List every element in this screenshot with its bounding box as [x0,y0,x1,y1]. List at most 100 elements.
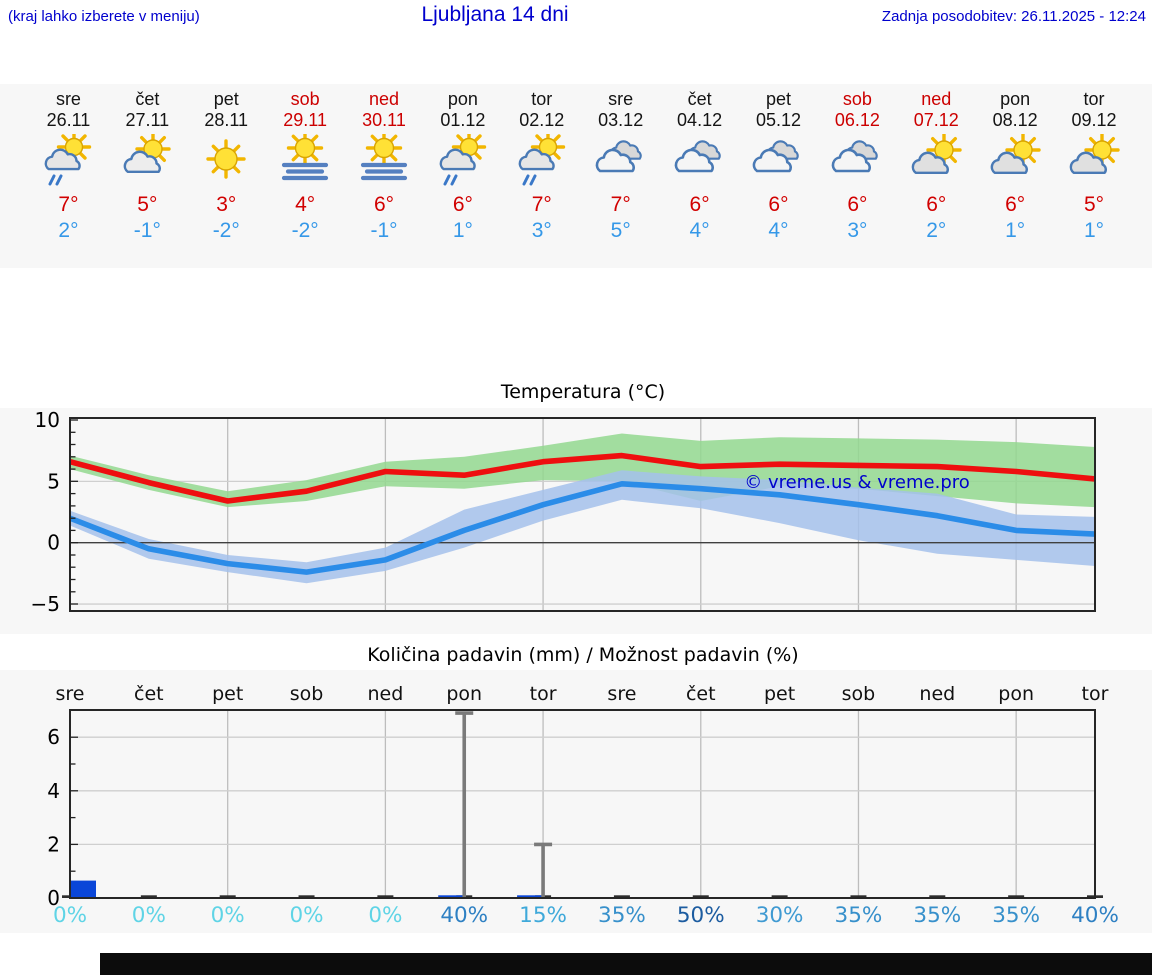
precip-chance-label: 35% [992,903,1040,928]
svg-text:−5: −5 [31,592,60,616]
forecast-strip: sre 26.11 7° 2° čet 27.11 5° -1° pet 28.11 3° -2° so… [0,84,1152,268]
temperature-chart-section: 10 5 0 −5 © vreme.us & vreme.pro [0,408,1152,634]
forecast-day: pon 01.12 6° 1° [423,84,502,268]
high-temp: 6° [373,193,395,216]
forecast-day: pon 08.12 6° 1° [976,84,1055,268]
day-name: pet [765,89,791,109]
low-temp: -1° [370,219,398,242]
precip-chance-label: 0% [53,903,87,928]
low-temp: -2° [291,219,319,242]
precip-chance-label: 0% [211,903,245,928]
day-name: pon [447,89,478,109]
weather-icon-wrap [1055,132,1134,190]
forecast-day: sre 26.11 7° 2° [29,84,108,268]
day-name: sre [55,89,81,109]
sun-rays [286,129,324,167]
svg-text:2: 2 [47,832,60,856]
day-name: pon [1000,89,1031,109]
cloudy-icon [595,140,642,173]
forecast-day: ned 30.11 6° -1° [345,84,424,268]
last-update: Zadnja posodobitev: 26.11.2025 - 12:24 [881,8,1146,25]
weather-icon-wrap [345,129,424,190]
high-temp: 6° [452,193,473,216]
high-temp: 7° [58,193,79,216]
day-date: 09.12 [1071,110,1117,130]
cloudy-icon [753,140,800,173]
temperature-chart: 10 5 0 −5 © vreme.us & vreme.pro [31,408,1096,616]
low-temp: -1° [133,219,161,242]
precip-day-label: čet [686,683,716,705]
bottom-bar [100,953,1152,975]
weather-icon-wrap [29,129,108,190]
low-temp: 2° [926,219,947,242]
precip-chance-label: 0% [368,903,402,928]
cloudy-icon [832,140,879,173]
day-date: 03.12 [598,110,644,130]
cloud-sun-icon [911,132,962,175]
precip-chance-label: 35% [835,903,883,928]
sun-cloud-rain-icon [439,129,487,186]
low-temp: -2° [212,219,240,242]
forecast-day: sre 03.12 7° 5° [581,84,660,268]
page-title: Ljubljana 14 dni [421,3,569,26]
weather-icon-wrap [502,129,581,190]
precip-bar [517,895,544,898]
precip-day-label: čet [134,683,164,705]
day-name: čet [135,89,160,109]
day-date: 28.11 [204,110,249,130]
svg-text:6: 6 [47,725,60,749]
low-temp: 1° [1083,219,1105,242]
high-temp: 7° [531,193,552,216]
day-name: tor [1083,89,1105,109]
svg-text:10: 10 [35,408,60,432]
day-date: 07.12 [913,110,959,130]
min-temp-line [68,481,1096,575]
precip-chance-label: 15% [519,903,567,928]
forecast-day: sob 06.12 6° 3° [818,84,897,268]
day-name: tor [531,89,553,109]
svg-text:4: 4 [47,779,60,803]
day-name: čet [687,89,712,109]
precip-chance-label: 0% [132,903,166,928]
precip-chart-title: Količina padavin (mm) / Možnost padavin … [367,644,799,666]
high-temp: 4° [295,193,316,216]
precip-chance-label: 35% [913,903,961,928]
high-temp: 6° [689,193,710,216]
svg-text:0: 0 [47,886,60,910]
sun-cloud-rain-icon [45,129,92,186]
precipitation-chart-section: sre čet pet sob ned pon tor sre čet pet sob ned pon t… [0,670,1152,933]
day-date: 27.11 [125,110,170,130]
forecast-day: sob 29.11 4° -2° [266,84,345,268]
precip-chance-label: 30% [756,903,804,928]
forecast-day: čet 04.12 6° 4° [660,84,739,268]
precip-day-label: ned [919,683,955,705]
low-temp: 1° [452,219,473,242]
precip-day-label: sre [607,683,636,705]
high-temp: 3° [216,193,237,216]
day-date: 26.11 [46,110,91,130]
low-temp: 3° [847,219,868,242]
high-temp: 6° [768,193,789,216]
low-temp: 2° [58,219,79,242]
day-name: sob [842,89,872,109]
low-temp: 3° [531,219,552,242]
low-temp: 4° [768,219,789,242]
weather-icon-wrap [581,134,660,190]
menu-hint: (kraj lahko izberete v meniju) [8,8,200,25]
precip-chance-label: 0% [289,903,323,928]
weather-icon-wrap [660,134,739,190]
high-temp: 5° [1083,193,1105,216]
high-temp: 7° [610,193,631,216]
day-date: 29.11 [283,110,327,130]
precipitation-chart: sre čet pet sob ned pon tor sre čet pet sob ned pon t… [47,683,1119,928]
cloudy-icon [674,140,721,173]
svg-text:0: 0 [47,531,60,555]
low-temp: 5° [610,219,631,242]
forecast-day: tor 02.12 7° 3° [502,84,581,268]
day-name: pet [213,89,239,109]
precip-day-label: sre [56,683,85,705]
day-date: 05.12 [755,110,801,130]
weather-icon-wrap [108,131,187,190]
day-date: 06.12 [834,110,880,130]
max-temp-line [69,452,1096,504]
